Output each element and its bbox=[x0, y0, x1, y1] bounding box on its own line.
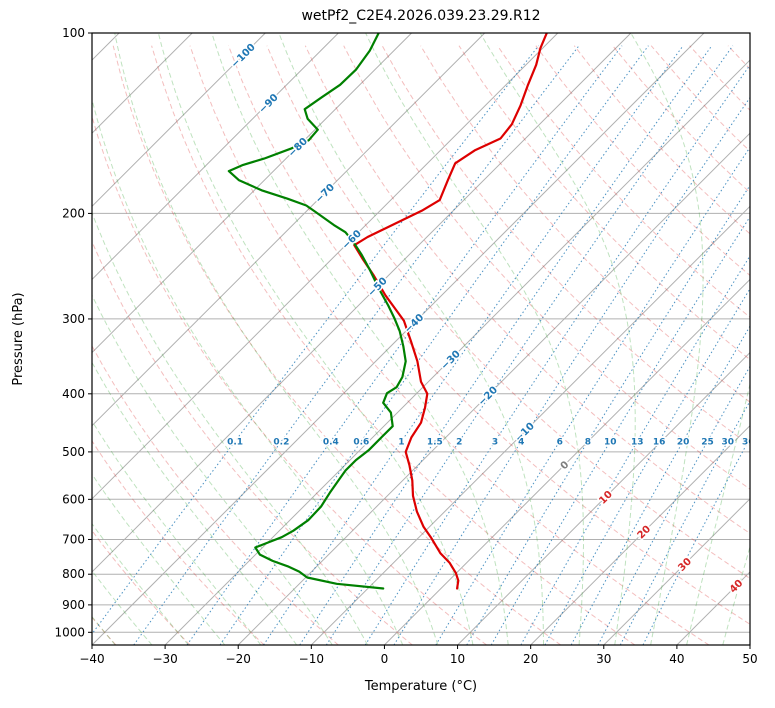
svg-text:6: 6 bbox=[557, 437, 563, 447]
svg-text:−10: −10 bbox=[513, 421, 537, 445]
svg-text:0.6: 0.6 bbox=[353, 437, 369, 447]
svg-text:200: 200 bbox=[62, 206, 85, 220]
svg-text:300: 300 bbox=[62, 312, 85, 326]
svg-text:−70: −70 bbox=[314, 182, 338, 206]
svg-text:−90: −90 bbox=[257, 92, 281, 116]
svg-text:2: 2 bbox=[456, 437, 462, 447]
svg-text:600: 600 bbox=[62, 492, 85, 506]
svg-text:−80: −80 bbox=[286, 136, 310, 160]
svg-text:50: 50 bbox=[742, 652, 757, 666]
svg-text:0.2: 0.2 bbox=[273, 437, 289, 447]
svg-text:20: 20 bbox=[523, 652, 538, 666]
svg-text:500: 500 bbox=[62, 445, 85, 459]
svg-text:13: 13 bbox=[631, 437, 644, 447]
svg-text:30: 30 bbox=[722, 437, 735, 447]
svg-text:800: 800 bbox=[62, 567, 85, 581]
svg-text:−30: −30 bbox=[152, 652, 177, 666]
svg-text:−40: −40 bbox=[403, 312, 427, 336]
svg-text:0.1: 0.1 bbox=[227, 437, 243, 447]
svg-text:−40: −40 bbox=[79, 652, 104, 666]
svg-text:40: 40 bbox=[669, 652, 684, 666]
svg-text:10: 10 bbox=[597, 489, 615, 507]
svg-text:−30: −30 bbox=[439, 349, 463, 373]
svg-text:−20: −20 bbox=[226, 652, 251, 666]
svg-text:30: 30 bbox=[596, 652, 611, 666]
svg-text:36: 36 bbox=[742, 437, 755, 447]
svg-text:40: 40 bbox=[728, 578, 746, 596]
chart-title: wetPf2_C2E4.2026.039.23.29.R12 bbox=[301, 8, 541, 24]
svg-text:1.5: 1.5 bbox=[427, 437, 443, 447]
svg-text:400: 400 bbox=[62, 387, 85, 401]
svg-text:30: 30 bbox=[676, 556, 694, 574]
x-axis-label: Temperature (°C) bbox=[364, 679, 478, 694]
svg-text:25: 25 bbox=[701, 437, 714, 447]
svg-text:4: 4 bbox=[518, 437, 524, 447]
svg-text:900: 900 bbox=[62, 598, 85, 612]
svg-text:20: 20 bbox=[677, 437, 690, 447]
svg-text:10: 10 bbox=[450, 652, 465, 666]
svg-text:−10: −10 bbox=[299, 652, 324, 666]
svg-text:1: 1 bbox=[398, 437, 404, 447]
svg-text:0: 0 bbox=[559, 459, 572, 472]
svg-text:0.4: 0.4 bbox=[323, 437, 339, 447]
svg-text:16: 16 bbox=[653, 437, 666, 447]
svg-text:10: 10 bbox=[604, 437, 617, 447]
svg-text:1000: 1000 bbox=[54, 625, 85, 639]
svg-text:−20: −20 bbox=[476, 385, 500, 409]
svg-text:8: 8 bbox=[585, 437, 591, 447]
svg-text:20: 20 bbox=[636, 524, 654, 542]
svg-text:100: 100 bbox=[62, 26, 85, 40]
svg-text:−100: −100 bbox=[229, 42, 257, 70]
svg-text:3: 3 bbox=[492, 437, 498, 447]
svg-text:700: 700 bbox=[62, 532, 85, 546]
svg-text:0: 0 bbox=[381, 652, 389, 666]
